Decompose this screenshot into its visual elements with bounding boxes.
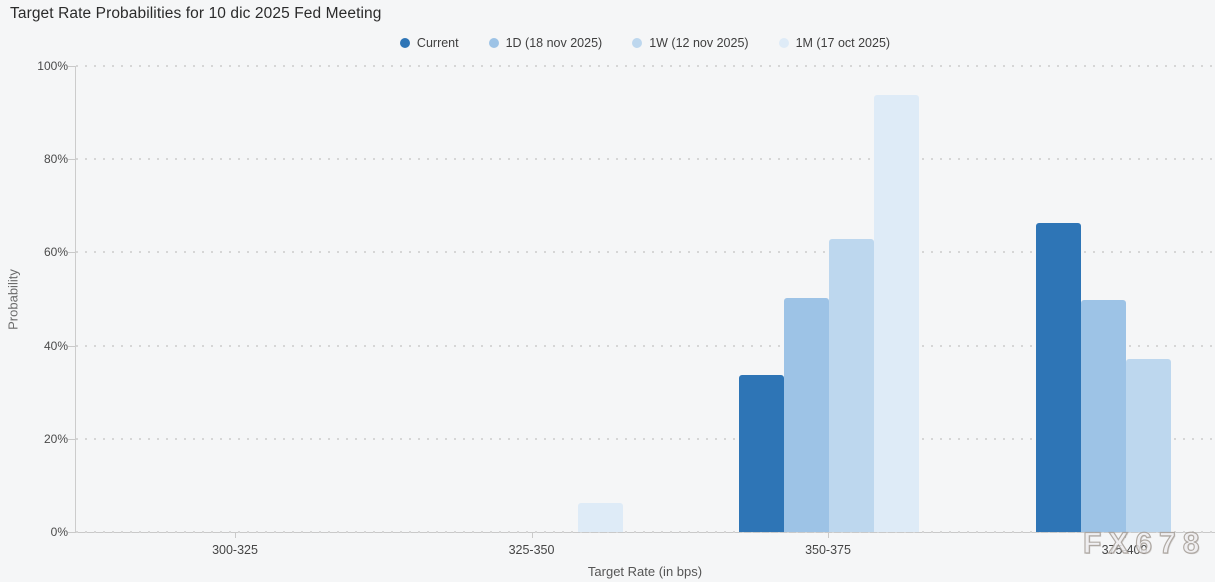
legend-item-1m-17-oct-2025[interactable]: 1M (17 oct 2025) <box>778 36 891 50</box>
x-axis-label-325-350: 325-350 <box>508 543 555 557</box>
y-axis-tick <box>68 532 75 533</box>
legend-item-1d-18-nov-2025[interactable]: 1D (18 nov 2025) <box>488 36 603 50</box>
y-axis-label-60: 60% <box>43 245 68 260</box>
fx678-watermark: FX678 <box>1082 526 1207 560</box>
bar-1w-375-400[interactable] <box>1125 358 1171 532</box>
legend-item-label: 1D (18 nov 2025) <box>505 36 603 50</box>
legend-dot-icon <box>778 38 789 48</box>
y-axis-label-40: 40% <box>43 338 68 353</box>
plot-area <box>75 65 1215 533</box>
gridline-20 <box>76 437 1215 440</box>
gridline-40 <box>76 344 1215 347</box>
x-axis-tick <box>828 533 829 538</box>
x-axis-title: Target Rate (in bps) <box>587 564 703 579</box>
bar-current-350-375[interactable] <box>739 375 784 532</box>
legend-dot-icon <box>632 38 643 48</box>
y-axis-tick <box>68 252 75 254</box>
y-axis-tick <box>68 345 75 347</box>
y-axis-tick <box>68 438 75 440</box>
legend-dot-icon <box>399 38 410 48</box>
legend-item-label: 1W (12 nov 2025) <box>649 36 749 50</box>
legend: Current 1D (18 nov 2025) 1W (12 nov 2025) 1… <box>75 36 1215 50</box>
legend-item-1w-12-nov-2025[interactable]: 1W (12 nov 2025) <box>632 36 749 50</box>
bar-1m-325-350[interactable] <box>577 502 623 532</box>
y-axis-label-100: 100% <box>37 59 68 73</box>
x-axis-label-350-375: 350-375 <box>805 543 851 557</box>
x-axis-label-300-325: 300-325 <box>212 543 258 557</box>
y-axis-label-80: 80% <box>43 152 68 167</box>
gridline-100 <box>76 65 1215 67</box>
x-axis-tick <box>531 533 533 538</box>
y-axis-tick <box>68 159 75 161</box>
gridline-80 <box>76 158 1215 161</box>
x-axis-label-375-400: 375-400 <box>1101 543 1148 557</box>
x-axis-tick <box>1124 533 1126 538</box>
y-axis-label-20: 20% <box>43 431 68 446</box>
y-axis-title: Probability <box>5 269 21 330</box>
legend-item-label: 1M (17 oct 2025) <box>795 36 891 50</box>
chart-title: Target Rate Probabilities for 10 dic 202… <box>10 5 382 22</box>
bar-1w-350-375[interactable] <box>829 239 874 532</box>
y-axis-tick <box>68 66 75 67</box>
bar-1d-350-375[interactable] <box>784 297 829 532</box>
legend-item-label: Current <box>416 36 459 50</box>
bar-current-375-400[interactable] <box>1035 223 1081 532</box>
bar-1m-350-375[interactable] <box>874 95 919 532</box>
bar-1d-375-400[interactable] <box>1080 299 1126 532</box>
legend-dot-icon <box>488 38 499 48</box>
legend-item-current[interactable]: Current <box>399 36 459 50</box>
gridline-60 <box>76 251 1215 254</box>
y-axis-label-0: 0% <box>50 525 68 539</box>
gridline-0 <box>76 531 1215 533</box>
x-axis-tick <box>235 533 236 538</box>
